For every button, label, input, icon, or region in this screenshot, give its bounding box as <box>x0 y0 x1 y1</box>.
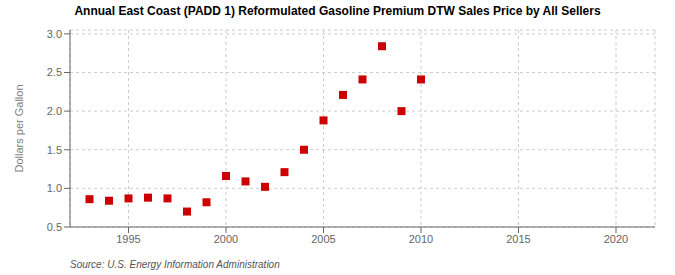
svg-text:1995: 1995 <box>116 233 140 245</box>
svg-text:2.5: 2.5 <box>47 66 62 78</box>
svg-text:2015: 2015 <box>506 233 530 245</box>
svg-text:1.5: 1.5 <box>47 144 62 156</box>
svg-text:2020: 2020 <box>604 233 628 245</box>
svg-text:0.5: 0.5 <box>47 221 62 233</box>
svg-text:2010: 2010 <box>409 233 433 245</box>
svg-text:3.0: 3.0 <box>47 28 62 40</box>
svg-text:2005: 2005 <box>311 233 335 245</box>
svg-text:Dollars per Gallon: Dollars per Gallon <box>13 84 25 172</box>
svg-text:2.0: 2.0 <box>47 105 62 117</box>
svg-text:1.0: 1.0 <box>47 182 62 194</box>
html-text:Source: U.S. Energy Informatio: Source: U.S. Energy Information Administ… <box>70 259 280 270</box>
svg-text:2000: 2000 <box>214 233 238 245</box>
html-text:Annual East Coast (PADD 1) Ref: Annual East Coast (PADD 1) Reformulated … <box>74 4 601 18</box>
